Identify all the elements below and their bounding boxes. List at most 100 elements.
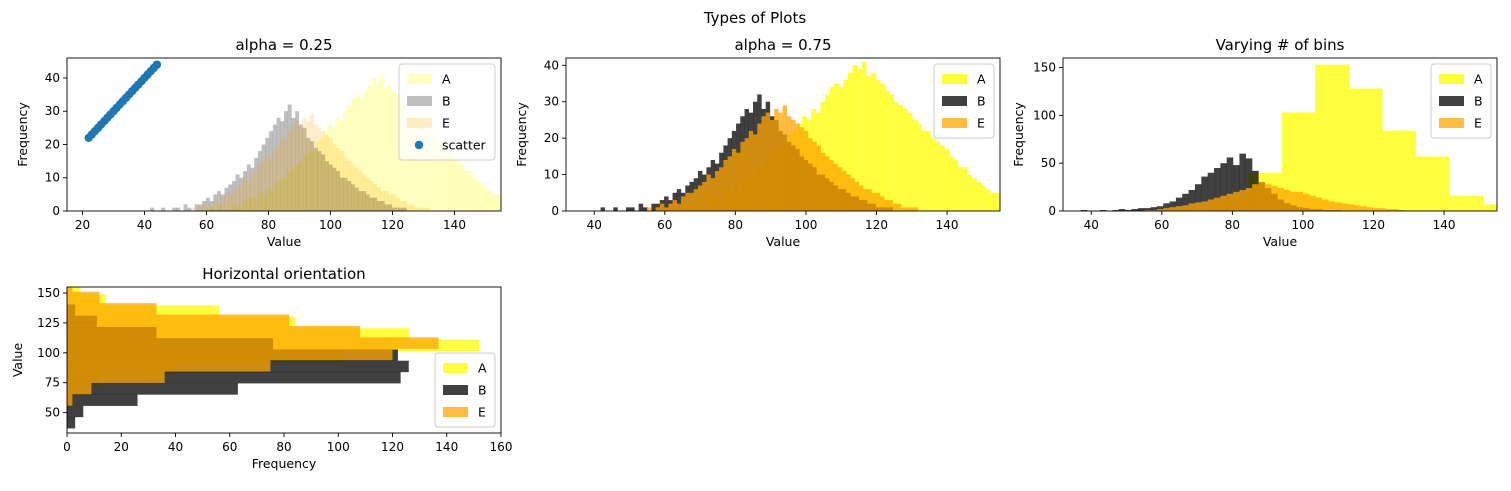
axes-frame bbox=[565, 57, 1001, 212]
bar-e bbox=[655, 207, 661, 211]
legend-swatch bbox=[407, 118, 432, 128]
bar-e bbox=[235, 187, 240, 211]
series-e bbox=[67, 287, 439, 406]
bar-e bbox=[257, 164, 262, 211]
bar-a bbox=[411, 114, 416, 211]
bar-a bbox=[847, 72, 853, 211]
bar-a bbox=[861, 61, 867, 211]
bar-a bbox=[415, 117, 420, 211]
bar-b bbox=[339, 177, 344, 211]
bar-b bbox=[1207, 172, 1215, 211]
bar-a bbox=[419, 121, 425, 211]
bar-b bbox=[1214, 167, 1221, 211]
bar-a bbox=[1348, 88, 1383, 211]
bar-a bbox=[464, 171, 469, 211]
bar-b bbox=[67, 394, 138, 406]
bar-a bbox=[431, 137, 437, 211]
bar-e bbox=[782, 105, 788, 211]
bar-b bbox=[220, 194, 225, 211]
bar-b bbox=[198, 204, 203, 211]
bar-e bbox=[697, 185, 703, 211]
x-tick-label: 20 bbox=[114, 440, 129, 454]
bar-e bbox=[1341, 203, 1348, 211]
bar-e bbox=[350, 164, 355, 211]
bar-e bbox=[774, 109, 779, 211]
bar-e bbox=[858, 185, 864, 211]
bar-a bbox=[290, 167, 296, 211]
y-axis-label: Frequency bbox=[15, 102, 30, 167]
y-tick-label: 0 bbox=[1048, 204, 1056, 218]
bar-a bbox=[258, 191, 263, 211]
subplot-horizontal: 0 20 40 60 80 100 120 140 160 50 75 100 125 150 Horizo… bbox=[10, 265, 512, 471]
bar-a bbox=[266, 187, 271, 211]
bar-e bbox=[850, 178, 855, 211]
bar-e bbox=[1226, 193, 1234, 211]
y-tick-label: 0 bbox=[551, 204, 559, 218]
legend-swatch bbox=[443, 407, 468, 417]
bar-e bbox=[339, 151, 344, 211]
bar-e bbox=[1321, 199, 1329, 211]
bar-e bbox=[328, 137, 333, 211]
bar-a bbox=[371, 77, 376, 211]
bar-e bbox=[336, 147, 340, 211]
bar-b bbox=[336, 171, 340, 211]
bar-e bbox=[816, 145, 821, 211]
x-tick-label: 100 bbox=[327, 440, 350, 454]
bar-a bbox=[226, 207, 231, 211]
bar-a bbox=[504, 201, 508, 211]
bar-e bbox=[1315, 197, 1323, 211]
bar-a bbox=[1027, 207, 1032, 211]
bar-a bbox=[468, 171, 473, 211]
subplot-alpha-075: 40 60 80 100 120 140 0 10 20 30 40 alpha = 0.75 Valu… bbox=[514, 36, 1032, 249]
bar-b bbox=[1156, 206, 1164, 211]
x-tick-label: 20 bbox=[75, 218, 90, 232]
bar-b bbox=[365, 194, 370, 211]
series-e bbox=[647, 105, 919, 211]
bar-e bbox=[317, 127, 322, 211]
bar-e bbox=[1201, 201, 1208, 211]
bar-b bbox=[664, 196, 669, 211]
bar-a bbox=[443, 147, 449, 211]
bar-b bbox=[67, 371, 401, 384]
bar-e bbox=[727, 156, 733, 211]
bar-e bbox=[220, 197, 225, 211]
bar-e bbox=[67, 394, 73, 406]
bar-a bbox=[294, 164, 300, 211]
y-tick-label: 0 bbox=[52, 204, 60, 218]
bar-a bbox=[423, 127, 429, 211]
bar-e bbox=[298, 127, 303, 211]
bar-a bbox=[375, 81, 380, 211]
legend-swatch bbox=[1439, 74, 1464, 84]
bar-b bbox=[257, 151, 262, 211]
bar-a bbox=[319, 137, 324, 211]
bar-a bbox=[985, 189, 991, 211]
y-tick-label: 40 bbox=[544, 58, 559, 72]
x-tick-label: 40 bbox=[1084, 218, 1099, 232]
bar-e bbox=[343, 157, 348, 211]
bar-e bbox=[753, 134, 758, 211]
bar-e bbox=[736, 152, 741, 211]
bar-e bbox=[358, 171, 363, 211]
legend-label: A bbox=[977, 72, 986, 87]
subplot-title: alpha = 0.25 bbox=[235, 36, 332, 54]
bar-a bbox=[339, 121, 344, 211]
legend: ABE bbox=[434, 352, 496, 428]
bar-a bbox=[852, 65, 858, 211]
bar-a bbox=[395, 94, 400, 211]
bar-a bbox=[1018, 204, 1023, 211]
bar-a bbox=[898, 105, 904, 211]
bar-e bbox=[302, 117, 307, 211]
legend-label: B bbox=[1474, 94, 1483, 109]
x-tick-label: 40 bbox=[137, 218, 152, 232]
bar-b bbox=[254, 157, 259, 211]
legend-label: A bbox=[442, 72, 451, 87]
x-tick-label: 60 bbox=[222, 440, 237, 454]
legend-swatch bbox=[407, 96, 432, 106]
bar-a bbox=[359, 97, 364, 211]
bar-a bbox=[930, 138, 936, 211]
bar-b bbox=[302, 127, 307, 211]
series-b bbox=[150, 104, 407, 211]
bar-a bbox=[472, 177, 477, 211]
series-e bbox=[1144, 182, 1405, 211]
bar-e bbox=[224, 194, 229, 211]
